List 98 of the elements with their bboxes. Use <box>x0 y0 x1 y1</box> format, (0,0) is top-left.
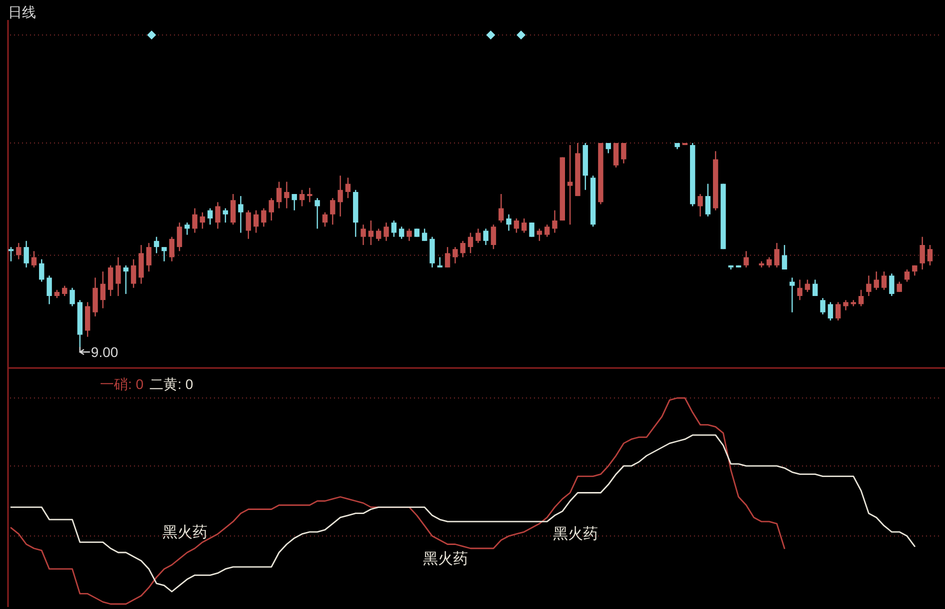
candlestick <box>184 222 190 236</box>
candlestick <box>422 228 428 242</box>
candlestick <box>858 289 864 307</box>
candlestick <box>116 256 121 297</box>
candlestick <box>146 242 152 272</box>
candlestick <box>100 270 106 309</box>
candlestick <box>536 228 542 242</box>
candlestick <box>200 212 206 230</box>
candlestick <box>330 197 336 226</box>
candlestick <box>452 246 458 264</box>
candlestick <box>322 212 328 228</box>
candlestick <box>613 142 619 168</box>
candlestick <box>444 246 450 268</box>
candlestick <box>698 193 703 218</box>
candlestick <box>16 242 22 260</box>
candlestick <box>804 279 810 293</box>
candlestick <box>476 228 481 244</box>
candlestick <box>621 142 626 164</box>
candlestick <box>828 302 834 322</box>
candlestick <box>744 250 749 268</box>
chart-title: 日线 <box>8 4 36 20</box>
annotation: 黑火药 <box>422 550 468 568</box>
candlestick <box>874 270 879 290</box>
candlestick <box>70 287 75 307</box>
candlestick <box>130 258 136 288</box>
candlestick <box>24 240 29 268</box>
candlestick <box>552 210 558 234</box>
candlestick <box>836 302 841 322</box>
candlestick <box>276 181 282 209</box>
candlestick <box>766 256 772 268</box>
candlestick <box>123 264 128 295</box>
candlestick <box>468 232 474 254</box>
candlestick <box>268 197 274 222</box>
candlestick <box>843 299 848 311</box>
candlestick <box>31 250 37 268</box>
candlestick <box>567 144 573 226</box>
candlestick <box>782 244 788 270</box>
candlestick <box>292 193 297 211</box>
candlestick <box>927 244 933 266</box>
candlestick <box>8 246 14 262</box>
candlestick <box>299 189 305 207</box>
candlestick <box>705 183 711 218</box>
candlestick <box>238 195 244 234</box>
candlestick <box>314 197 320 230</box>
candlestick <box>154 236 160 254</box>
candlestick <box>896 281 902 293</box>
candlestick <box>820 297 826 315</box>
candlestick <box>544 224 550 238</box>
candlestick <box>483 228 488 246</box>
candlestick <box>215 202 220 230</box>
candlestick <box>790 277 795 313</box>
candlestick <box>376 228 382 242</box>
candlestick <box>406 228 412 242</box>
candlestick <box>920 236 925 270</box>
candlestick <box>384 222 389 242</box>
candlestick <box>398 226 404 240</box>
candlestick <box>338 175 343 218</box>
candlestick <box>46 275 52 305</box>
annotation: 黑火药 <box>553 526 598 543</box>
candlestick <box>881 270 887 290</box>
annotation: 9.00 <box>90 344 118 360</box>
candlestick <box>62 285 68 297</box>
candlestick <box>506 214 512 232</box>
candlestick <box>514 218 520 234</box>
candlestick <box>230 193 236 226</box>
candlestick <box>39 258 44 282</box>
candlestick <box>284 181 290 209</box>
candlestick <box>460 240 466 258</box>
candlestick <box>261 208 266 228</box>
candlestick <box>812 279 818 297</box>
candlestick <box>437 256 442 268</box>
candlestick <box>108 264 114 297</box>
candlestick <box>522 218 527 234</box>
candlestick <box>345 177 351 199</box>
text: 一硝: 0 <box>100 376 144 392</box>
candlestick <box>866 275 872 297</box>
text: 二黄: 0 <box>150 376 194 392</box>
candlestick <box>176 222 182 252</box>
candlestick <box>253 210 259 234</box>
candlestick <box>162 246 167 262</box>
candlestick <box>904 268 910 282</box>
candlestick <box>529 222 534 238</box>
candlestick <box>606 142 611 154</box>
annotation: 黑火药 <box>162 524 208 542</box>
candlestick <box>222 208 228 224</box>
candlestick <box>360 224 366 246</box>
candlestick <box>797 279 802 301</box>
candlestick <box>169 236 174 262</box>
candlestick <box>490 224 496 250</box>
candlestick <box>208 208 213 226</box>
candlestick <box>368 220 374 246</box>
candlestick <box>192 208 198 234</box>
candlestick <box>774 242 780 268</box>
candlestick <box>498 193 504 224</box>
candlestick <box>391 220 397 238</box>
candlestick <box>307 187 312 203</box>
candlestick <box>889 272 894 297</box>
candlestick <box>246 210 252 240</box>
